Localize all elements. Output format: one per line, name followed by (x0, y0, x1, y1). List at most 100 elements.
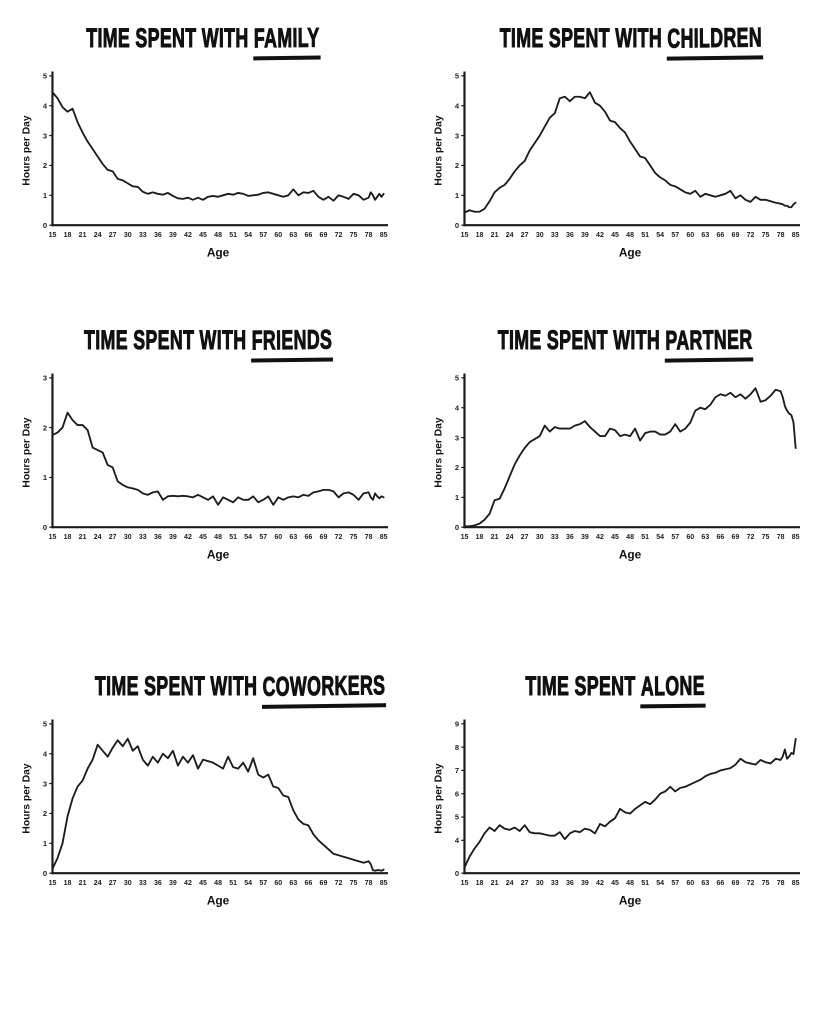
x-tick-label: 33 (550, 534, 558, 541)
y-tick-label: 6 (454, 789, 458, 798)
x-tick-label: 21 (490, 534, 498, 541)
x-tick-label: 39 (169, 880, 177, 887)
x-tick-label: 66 (304, 232, 312, 239)
y-axis-title: Hours per Day (433, 763, 444, 833)
y-tick-label: 1 (42, 473, 46, 482)
x-tick-label: 48 (214, 534, 222, 541)
chart-title-emphasis: COWORKERS (261, 670, 386, 709)
x-tick-label: 72 (334, 534, 342, 541)
chart-title-text: TIME SPENT WITH FAMILY (86, 22, 321, 61)
x-tick-label: 69 (731, 880, 739, 887)
x-tick-label: 15 (48, 232, 56, 239)
x-tick-label: 18 (63, 534, 71, 541)
x-tick-label: 54 (656, 534, 664, 541)
x-tick-label: 27 (108, 534, 116, 541)
chart-title: TIME SPENT WITH CHILDREN (432, 22, 800, 61)
x-axis-title: Age (618, 245, 641, 259)
chart-title-prefix: TIME SPENT WITH (86, 23, 249, 54)
chart-card-coworkers: TIME SPENT WITH COWORKERS 0 1 2 3 4 5 15 18 21 24 2… (20, 670, 388, 914)
chart-title-emphasis: FRIENDS (250, 324, 333, 363)
y-tick-label: 2 (42, 809, 46, 818)
x-tick-label: 85 (379, 880, 387, 887)
x-tick-label: 36 (153, 232, 161, 239)
x-tick-label: 33 (138, 880, 146, 887)
x-tick-label: 72 (746, 880, 754, 887)
x-tick-label: 66 (716, 534, 724, 541)
x-tick-label: 42 (596, 232, 604, 239)
x-tick-label: 45 (199, 534, 207, 541)
y-tick-label: 2 (42, 161, 46, 170)
x-axis-title: Age (206, 893, 229, 907)
data-line-children (463, 91, 797, 214)
x-tick-label: 51 (229, 232, 237, 239)
chart-title: TIME SPENT WITH COWORKERS (20, 670, 388, 709)
y-tick-label: 4 (454, 101, 459, 110)
x-tick-label: 36 (565, 534, 573, 541)
y-tick-label: 3 (42, 131, 46, 140)
x-tick-label: 75 (349, 534, 357, 541)
x-tick-label: 45 (611, 534, 619, 541)
y-tick-label: 0 (454, 523, 458, 532)
y-tick-label: 7 (454, 766, 458, 775)
chart-title-text: TIME SPENT WITH COWORKERS (94, 670, 386, 709)
chart-title-text: TIME SPENT WITH CHILDREN (499, 22, 763, 61)
chart-title: TIME SPENT ALONE (432, 670, 800, 709)
y-tick-label: 3 (454, 131, 458, 140)
x-tick-label: 27 (520, 880, 528, 887)
x-tick-label: 78 (364, 880, 372, 887)
charts-row-1: TIME SPENT WITH FAMILY 0 1 2 3 4 5 15 18 21 24 27 30… (0, 22, 819, 266)
x-tick-label: 63 (701, 232, 709, 239)
x-tick-label: 42 (596, 534, 604, 541)
x-tick-label: 18 (63, 880, 71, 887)
x-tick-label: 51 (641, 232, 649, 239)
x-tick-label: 27 (108, 232, 116, 239)
x-tick-label: 15 (460, 534, 468, 541)
x-tick-label: 18 (475, 880, 483, 887)
y-tick-label: 0 (454, 869, 458, 878)
y-tick-label: 4 (42, 749, 47, 758)
x-tick-label: 75 (761, 534, 769, 541)
x-tick-label: 54 (244, 534, 252, 541)
x-tick-label: 15 (48, 880, 56, 887)
y-tick-label: 1 (454, 493, 458, 502)
x-tick-label: 51 (229, 880, 237, 887)
x-tick-label: 27 (108, 880, 116, 887)
y-tick-label: 3 (42, 373, 46, 382)
x-tick-label: 39 (581, 232, 589, 239)
x-tick-label: 30 (123, 232, 131, 239)
x-tick-label: 78 (776, 232, 784, 239)
y-tick-label: 2 (454, 463, 458, 472)
x-tick-label: 36 (153, 534, 161, 541)
x-tick-label: 75 (349, 880, 357, 887)
chart-title-emphasis: CHILDREN (665, 22, 763, 61)
x-tick-label: 69 (319, 534, 327, 541)
chart-title: TIME SPENT WITH FAMILY (20, 22, 388, 61)
chart-title-prefix: TIME SPENT WITH (497, 325, 660, 356)
x-tick-label: 33 (550, 232, 558, 239)
x-tick-label: 78 (364, 534, 372, 541)
x-tick-label: 45 (199, 880, 207, 887)
x-tick-label: 15 (460, 232, 468, 239)
x-tick-label: 69 (731, 534, 739, 541)
x-tick-label: 45 (199, 232, 207, 239)
x-tick-label: 15 (48, 534, 56, 541)
x-tick-label: 60 (274, 534, 282, 541)
x-tick-label: 36 (565, 232, 573, 239)
y-tick-label: 5 (454, 71, 458, 80)
x-tick-label: 63 (701, 880, 709, 887)
x-tick-label: 27 (520, 232, 528, 239)
x-tick-label: 75 (761, 880, 769, 887)
y-tick-label: 4 (42, 101, 47, 110)
chart-title-prefix: TIME SPENT (525, 671, 636, 702)
x-tick-label: 63 (289, 534, 297, 541)
x-tick-label: 39 (581, 880, 589, 887)
data-line-friends (51, 411, 385, 506)
x-tick-label: 30 (123, 534, 131, 541)
y-tick-label: 5 (454, 373, 458, 382)
x-tick-label: 39 (169, 232, 177, 239)
x-tick-label: 57 (259, 534, 267, 541)
x-tick-label: 72 (334, 880, 342, 887)
x-axis-title: Age (206, 245, 229, 259)
